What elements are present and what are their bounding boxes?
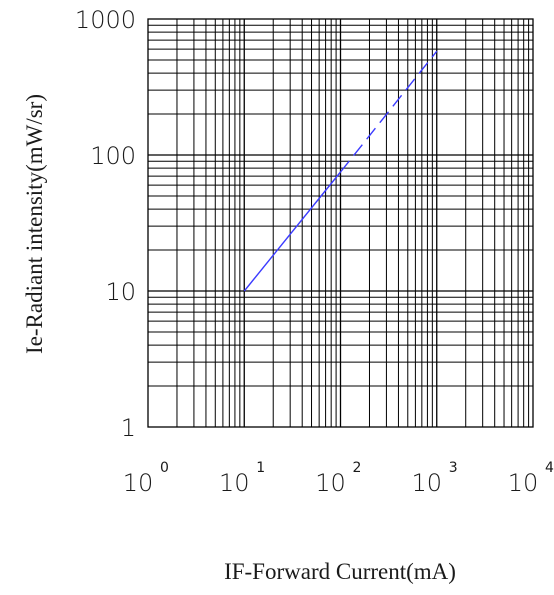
y-tick-label: 1000 bbox=[75, 6, 136, 34]
x-tick-base: 10 bbox=[315, 469, 346, 497]
x-tick-label: 10 1 bbox=[219, 460, 265, 497]
x-tick-labels: 10 0 10 1 10 2 10 3 10 4 bbox=[123, 460, 554, 497]
x-axis-title: IF-Forward Current(mA) bbox=[224, 559, 456, 584]
x-tick-exponent: 1 bbox=[256, 460, 265, 476]
x-tick-base: 10 bbox=[508, 469, 539, 497]
x-tick-label: 10 2 bbox=[315, 460, 361, 497]
y-tick-label: 100 bbox=[90, 142, 136, 170]
x-tick-label: 10 4 bbox=[508, 460, 554, 497]
x-tick-label: 10 3 bbox=[411, 460, 457, 497]
y-tick-label: 1 bbox=[121, 414, 136, 442]
x-tick-base: 10 bbox=[123, 469, 154, 497]
x-tick-label: 10 0 bbox=[123, 460, 169, 497]
x-tick-exponent: 3 bbox=[449, 460, 458, 476]
grid bbox=[148, 19, 533, 427]
y-tick-labels: 1 10 100 1000 bbox=[75, 6, 136, 442]
series-line-dashed bbox=[341, 51, 437, 172]
y-axis-title: Ie-Radiant intensity(mW/sr) bbox=[22, 94, 47, 354]
x-tick-exponent: 4 bbox=[545, 460, 554, 476]
x-tick-exponent: 0 bbox=[160, 460, 169, 476]
y-tick-label: 10 bbox=[105, 278, 136, 306]
x-tick-base: 10 bbox=[219, 469, 250, 497]
x-tick-exponent: 2 bbox=[353, 460, 362, 476]
x-tick-base: 10 bbox=[411, 469, 442, 497]
